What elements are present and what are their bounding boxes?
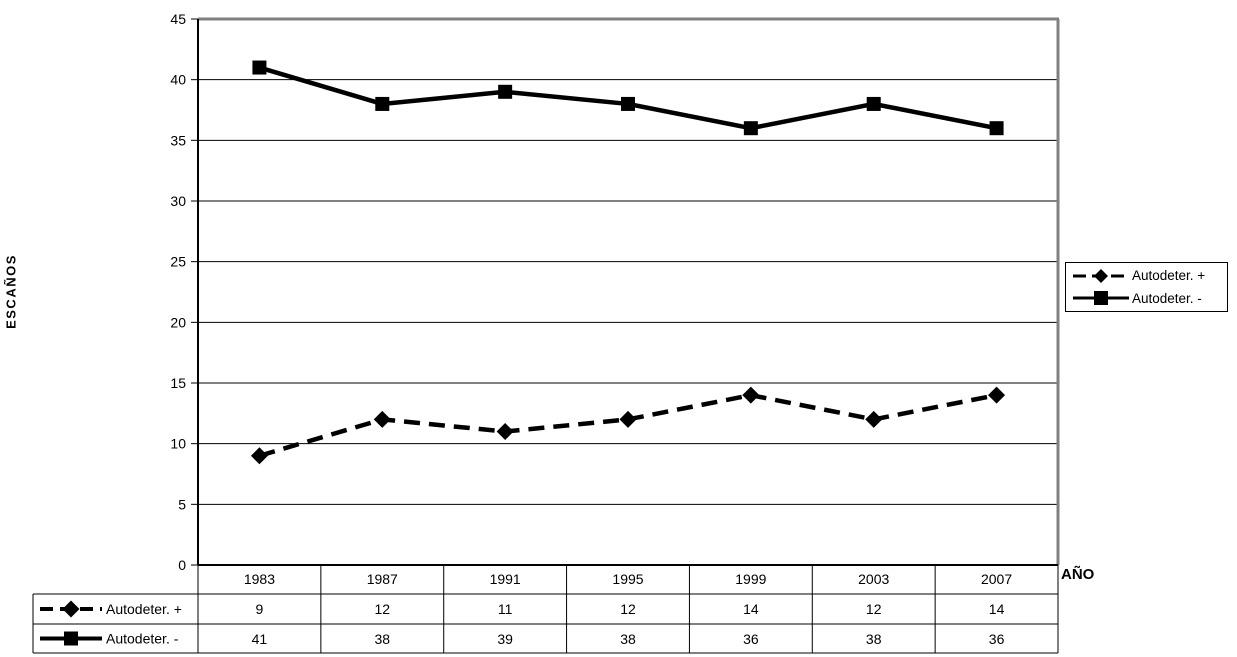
data-point-marker <box>375 96 390 111</box>
table-value-cell: 39 <box>497 631 513 647</box>
table-year-cell: 1991 <box>490 571 521 587</box>
table-year-cell: 1983 <box>244 571 275 587</box>
table-series-label: Autodeter. - <box>106 631 179 647</box>
table-value-cell: 14 <box>989 601 1005 617</box>
y-tick-label: 15 <box>170 375 186 391</box>
data-point-marker <box>250 447 268 465</box>
table-key-marker <box>62 600 80 618</box>
data-point-marker <box>619 410 637 428</box>
data-point-marker <box>252 60 267 75</box>
data-point-marker <box>496 423 514 441</box>
table-value-cell: 38 <box>866 631 882 647</box>
table-year-cell: 1995 <box>612 571 643 587</box>
data-point-marker <box>373 410 391 428</box>
data-point-marker <box>988 386 1006 404</box>
data-point-marker <box>743 121 758 136</box>
data-point-marker <box>498 84 513 99</box>
y-tick-label: 0 <box>178 557 186 573</box>
data-point-marker <box>742 386 760 404</box>
table-value-cell: 12 <box>374 601 390 617</box>
y-tick-label: 25 <box>170 254 186 270</box>
table-value-cell: 11 <box>498 601 513 617</box>
table-value-cell: 12 <box>620 601 636 617</box>
legend: Autodeter. + Autodeter. - <box>1065 262 1228 312</box>
solid-line-square-marker-icon <box>1073 291 1129 306</box>
table-value-cell: 36 <box>743 631 759 647</box>
y-tick-label: 35 <box>170 132 186 148</box>
table-series-label: Autodeter. + <box>106 601 182 617</box>
table-value-cell: 38 <box>620 631 636 647</box>
legend-label: Autodeter. - <box>1132 290 1202 306</box>
table-value-cell: 9 <box>256 601 264 617</box>
y-tick-label: 40 <box>170 72 186 88</box>
dashed-line-diamond-marker-icon <box>1073 268 1129 283</box>
y-tick-label: 30 <box>170 193 186 209</box>
table-value-cell: 41 <box>252 631 268 647</box>
table-value-cell: 36 <box>989 631 1005 647</box>
table-value-cell: 38 <box>374 631 390 647</box>
legend-entry-autodeter-minus: Autodeter. - <box>1066 288 1227 308</box>
y-tick-label: 20 <box>170 314 186 330</box>
data-point-marker <box>866 96 881 111</box>
legend-label: Autodeter. + <box>1132 268 1206 284</box>
data-point-marker <box>989 121 1004 136</box>
x-axis-title: AÑO <box>1061 566 1095 583</box>
table-year-cell: 2007 <box>981 571 1012 587</box>
table-year-cell: 1987 <box>367 571 398 587</box>
y-axis-title: ESCAÑOS <box>3 254 19 329</box>
table-value-cell: 12 <box>866 601 882 617</box>
table-year-cell: 2003 <box>858 571 889 587</box>
table-key-marker <box>64 631 78 646</box>
data-point-marker <box>621 96 635 111</box>
data-point-marker <box>865 410 883 428</box>
table-value-cell: 14 <box>743 601 759 617</box>
y-tick-label: 10 <box>170 436 186 452</box>
table-year-cell: 1999 <box>735 571 766 587</box>
legend-entry-autodeter-plus: Autodeter. + <box>1066 266 1227 286</box>
y-tick-label: 45 <box>170 11 186 27</box>
y-tick-label: 5 <box>178 496 186 512</box>
